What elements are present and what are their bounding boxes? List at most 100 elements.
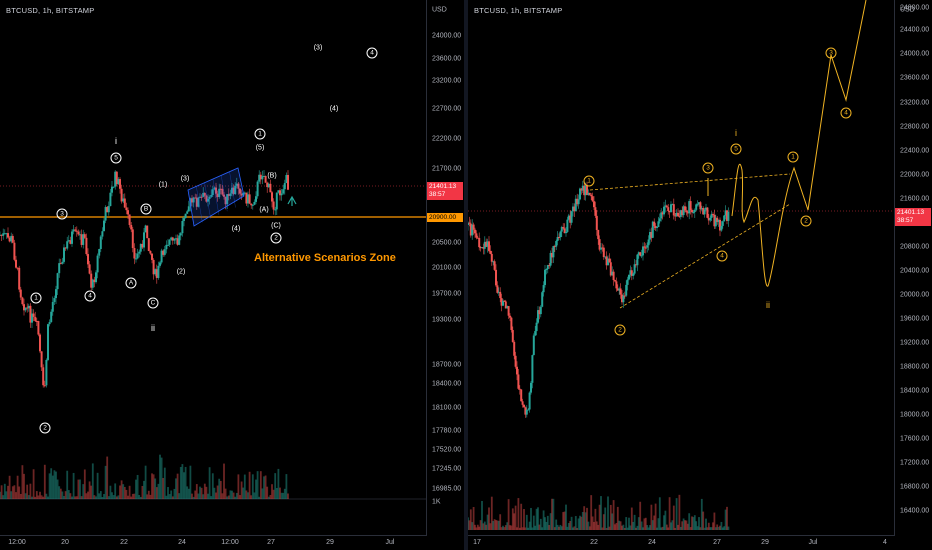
candle xyxy=(699,201,702,214)
volume-bar xyxy=(471,522,474,530)
volume-bar xyxy=(656,527,658,530)
price-tick: 18800.00 xyxy=(900,363,930,371)
candle xyxy=(639,251,642,257)
wave-label[interactable]: 5 xyxy=(110,152,122,164)
candle xyxy=(11,233,14,244)
wave-label[interactable]: (4) xyxy=(329,105,339,113)
time-tick: 17 xyxy=(473,539,481,546)
wave-label[interactable]: 4 xyxy=(716,250,728,262)
wave-label[interactable]: 2 xyxy=(270,232,282,244)
wave-label[interactable]: (2) xyxy=(176,268,186,276)
volume-bar xyxy=(481,500,483,530)
wave-label[interactable]: 1 xyxy=(583,175,595,187)
volume-bar xyxy=(248,471,251,499)
wave-label[interactable]: (3) xyxy=(313,44,323,52)
price-tick: 20000.00 xyxy=(900,291,930,299)
wave-label[interactable]: i xyxy=(735,128,737,138)
volume-bar xyxy=(663,515,665,530)
volume-bar xyxy=(2,495,5,499)
candle xyxy=(136,248,139,260)
channel-hatch xyxy=(204,182,211,219)
volume-bar xyxy=(560,526,563,530)
candle xyxy=(539,305,542,318)
volume-bar xyxy=(696,526,699,530)
time-axis[interactable]: 17 22 24 27 29 Jul 4 xyxy=(468,535,894,550)
wave-label[interactable]: 1 xyxy=(254,128,266,140)
time-axis[interactable]: 12:00 20 22 24 12:00 27 29 Jul xyxy=(0,535,426,550)
wave-label[interactable]: 4 xyxy=(366,47,378,59)
volume-bar xyxy=(71,496,73,499)
price-axis[interactable]: USD 24000.00 23600.00 23200.00 22700.00 2220… xyxy=(426,0,464,536)
volume-bar xyxy=(632,521,635,530)
candle xyxy=(702,206,705,215)
volume-bar xyxy=(282,492,285,499)
volume-bar xyxy=(287,493,289,499)
time-tick: 22 xyxy=(590,539,598,546)
wedge-trendlines[interactable] xyxy=(589,173,791,309)
volume-bar xyxy=(159,454,161,499)
price-tick: 19300.00 xyxy=(432,316,462,324)
wave-label[interactable]: i xyxy=(115,136,117,146)
candle xyxy=(591,192,594,203)
wave-label[interactable]: (4) xyxy=(231,225,241,233)
wave-label[interactable]: (3) xyxy=(180,175,190,183)
candle xyxy=(21,296,24,306)
price-chart-left[interactable] xyxy=(0,0,464,550)
candle xyxy=(15,255,17,269)
volume-bar xyxy=(82,484,85,499)
wave-label[interactable]: (1) xyxy=(158,181,168,189)
wave-label[interactable]: 4 xyxy=(840,107,852,119)
candle xyxy=(555,239,558,250)
candle xyxy=(541,290,544,308)
wave-label[interactable]: (5) xyxy=(255,144,265,152)
candle xyxy=(713,209,716,229)
volume-bar xyxy=(27,495,30,499)
volume-bar xyxy=(271,484,273,499)
wave-label[interactable]: (C) xyxy=(271,222,281,230)
wave-label[interactable]: C xyxy=(147,297,159,309)
candle xyxy=(24,307,27,313)
wave-label[interactable]: 3 xyxy=(825,47,837,59)
volume-bar xyxy=(24,493,27,499)
candle xyxy=(615,277,618,292)
wave-label[interactable]: A xyxy=(125,277,137,289)
volume-bar xyxy=(674,527,677,530)
volume-bar xyxy=(706,527,709,530)
pane-divider[interactable] xyxy=(464,0,468,550)
candle xyxy=(630,267,633,281)
candle xyxy=(474,227,476,238)
wave-label[interactable]: 1 xyxy=(787,151,799,163)
wave-label[interactable]: 5 xyxy=(730,143,742,155)
volume-bar xyxy=(21,465,24,499)
wave-label[interactable]: 2 xyxy=(800,215,812,227)
wave-label[interactable]: (A) xyxy=(259,206,269,214)
wave-label[interactable]: 2 xyxy=(39,422,51,434)
wave-label[interactable]: 4 xyxy=(84,290,96,302)
wave-label[interactable]: B xyxy=(140,203,152,215)
volume-bar xyxy=(123,486,126,499)
volume-bar xyxy=(155,487,158,499)
price-axis[interactable]: USD 24800.00 24400.00 24000.00 23600.00 2320… xyxy=(894,0,932,536)
wave-label[interactable]: 3 xyxy=(702,162,714,174)
volume-bar xyxy=(650,504,653,530)
wave-label[interactable]: 3 xyxy=(56,208,68,220)
wave-label[interactable]: ii xyxy=(151,323,155,333)
volume-bar xyxy=(48,473,51,499)
wave-label[interactable]: 2 xyxy=(614,324,626,336)
candle xyxy=(479,246,482,252)
volume-bar xyxy=(608,526,611,530)
chart-pane-right[interactable]: BTCUSD, 1h, BITSTAMP USD 24800.00 24400.0… xyxy=(468,0,932,550)
projection-path[interactable] xyxy=(707,0,867,287)
candle xyxy=(56,272,59,295)
candle xyxy=(496,281,499,294)
wave-label[interactable]: ii xyxy=(766,300,770,310)
candle xyxy=(486,238,489,253)
candle xyxy=(10,232,13,244)
volume-bar xyxy=(67,490,70,499)
wave-label[interactable]: (B) xyxy=(267,172,277,180)
candle xyxy=(671,203,674,206)
price-chart-right[interactable] xyxy=(468,0,932,550)
wave-label[interactable]: 1 xyxy=(30,292,42,304)
candle xyxy=(570,210,573,226)
chart-pane-left[interactable]: BTCUSD, 1h, BITSTAMP USD 24000.00 23600.0… xyxy=(0,0,464,550)
